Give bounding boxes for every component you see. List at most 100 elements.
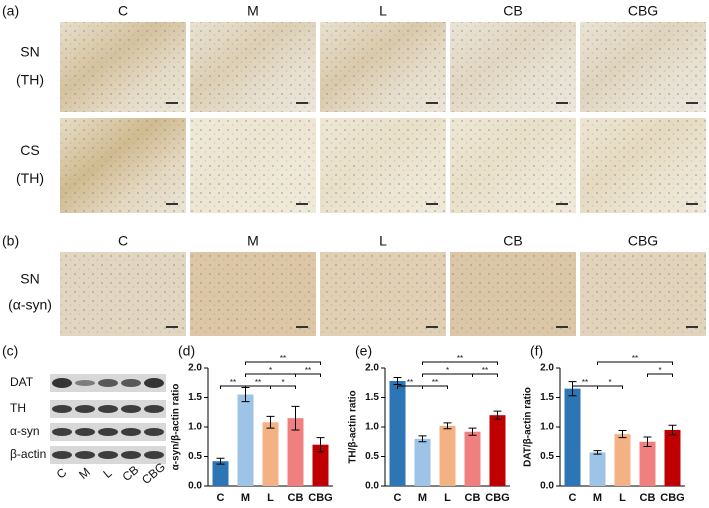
significance-bracket: [597, 385, 623, 389]
scale-bar: [556, 203, 568, 205]
micrograph-cells: [190, 118, 316, 213]
error-bar: [443, 422, 452, 430]
y-axis-title: TH/β-actin ratio: [348, 390, 359, 463]
column-header: CB: [503, 233, 522, 249]
bar: [464, 431, 481, 486]
y-tick-label: 2.0: [540, 363, 554, 374]
bar: [489, 415, 506, 486]
blot-band: [144, 428, 164, 436]
column-header: CB: [503, 3, 522, 19]
protein-label: α-syn: [10, 424, 40, 438]
y-tick-label: 1.5: [365, 392, 379, 403]
row-label: CS: [20, 142, 39, 158]
blot-band: [144, 451, 164, 459]
y-tick-label: 1.0: [540, 422, 554, 433]
blot-band: [52, 378, 72, 388]
bar: [287, 418, 304, 486]
column-header: CBG: [628, 3, 658, 19]
column-header: M: [247, 3, 259, 19]
blot-band: [121, 428, 141, 436]
x-tick-label: CBG: [485, 492, 509, 504]
x-tick-label: M: [241, 492, 250, 504]
scale-bar: [296, 203, 308, 205]
scale-bar: [166, 326, 178, 328]
micrograph-cells: [60, 118, 186, 213]
blot-band: [98, 451, 118, 459]
x-tick-label: CB: [288, 492, 304, 504]
blot-band: [144, 405, 164, 413]
bar: [212, 461, 229, 486]
panel-letter: (c): [2, 343, 18, 359]
column-header: C: [118, 233, 128, 249]
error-bar: [593, 450, 602, 455]
y-tick-label: 1.5: [188, 392, 202, 403]
scale-bar: [686, 102, 698, 104]
significance-label: **: [305, 366, 311, 375]
significance-bracket: [422, 361, 498, 365]
significance-label: **: [582, 378, 588, 387]
protein-label: TH: [10, 401, 26, 415]
bar: [262, 422, 279, 486]
column-header: M: [247, 233, 259, 249]
lane-label: C: [54, 465, 70, 482]
micrograph-cells: [60, 252, 186, 336]
blot-band: [98, 379, 118, 387]
row-label: (TH): [16, 72, 44, 88]
significance-bracket: [422, 385, 448, 389]
panel-letter: (e): [355, 343, 372, 359]
y-tick-label: 2.0: [188, 363, 202, 374]
blot-band: [98, 428, 118, 436]
scale-bar: [426, 203, 438, 205]
error-bar: [316, 437, 325, 453]
lane-label: M: [76, 465, 93, 482]
protein-label: β-actin: [10, 447, 46, 461]
significance-label: **: [482, 366, 488, 375]
y-tick-label: 0.0: [540, 481, 554, 492]
blot-band: [121, 379, 141, 387]
x-tick-label: L: [619, 492, 626, 504]
significance-label: *: [281, 378, 284, 387]
significance-label: *: [269, 366, 272, 375]
row-label: (α-syn): [8, 297, 52, 313]
significance-bracket: [647, 373, 673, 377]
scale-bar: [296, 102, 308, 104]
blot-band: [52, 428, 72, 436]
x-tick-label: C: [569, 492, 577, 504]
error-bar: [418, 435, 427, 443]
significance-label: *: [446, 366, 449, 375]
y-tick-label: 0.5: [188, 451, 202, 462]
bar: [439, 425, 456, 486]
column-header: L: [379, 233, 387, 249]
bar: [564, 388, 581, 486]
y-tick-label: 1.0: [188, 422, 202, 433]
column-header: C: [118, 3, 128, 19]
x-tick-label: M: [418, 492, 427, 504]
row-label: SN: [20, 44, 39, 60]
micrograph-cells: [320, 118, 446, 213]
x-tick-label: M: [593, 492, 602, 504]
row-label: SN: [20, 271, 39, 287]
significance-label: **: [407, 378, 413, 387]
bar: [237, 394, 254, 486]
x-tick-label: C: [217, 492, 225, 504]
scale-bar: [686, 203, 698, 205]
micrograph-cells: [190, 252, 316, 336]
blot-band: [75, 451, 95, 459]
significance-bracket: [245, 361, 321, 365]
significance-bracket: [472, 373, 498, 377]
error-bar: [643, 436, 652, 447]
panel-letter: (d): [178, 343, 195, 359]
micrograph-cells: [450, 252, 576, 336]
bar: [414, 438, 431, 486]
bar: [664, 429, 681, 486]
y-tick-label: 0.5: [540, 451, 554, 462]
significance-label: *: [608, 378, 611, 387]
micrograph-cells: [60, 22, 186, 112]
y-axis-title: DAT/β-actin ratio: [523, 387, 534, 467]
blot-band: [144, 378, 164, 388]
panel-letter: (f): [530, 343, 543, 359]
scale-bar: [426, 102, 438, 104]
x-tick-label: L: [267, 492, 274, 504]
